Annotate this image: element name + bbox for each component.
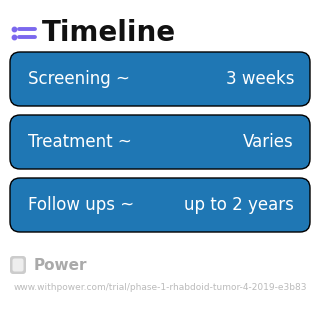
FancyBboxPatch shape bbox=[10, 115, 310, 169]
FancyBboxPatch shape bbox=[12, 259, 23, 271]
Text: Varies: Varies bbox=[243, 133, 294, 151]
Text: www.withpower.com/trial/phase-1-rhabdoid-tumor-4-2019-e3b83: www.withpower.com/trial/phase-1-rhabdoid… bbox=[13, 283, 307, 291]
Text: Power: Power bbox=[34, 257, 87, 272]
FancyBboxPatch shape bbox=[10, 178, 310, 232]
FancyBboxPatch shape bbox=[10, 256, 26, 274]
Text: Treatment ~: Treatment ~ bbox=[28, 133, 132, 151]
Text: 3 weeks: 3 weeks bbox=[226, 70, 294, 88]
Text: Screening ~: Screening ~ bbox=[28, 70, 130, 88]
Text: up to 2 years: up to 2 years bbox=[184, 196, 294, 214]
Text: Follow ups ~: Follow ups ~ bbox=[28, 196, 134, 214]
FancyBboxPatch shape bbox=[10, 52, 310, 106]
Text: Timeline: Timeline bbox=[42, 19, 176, 47]
